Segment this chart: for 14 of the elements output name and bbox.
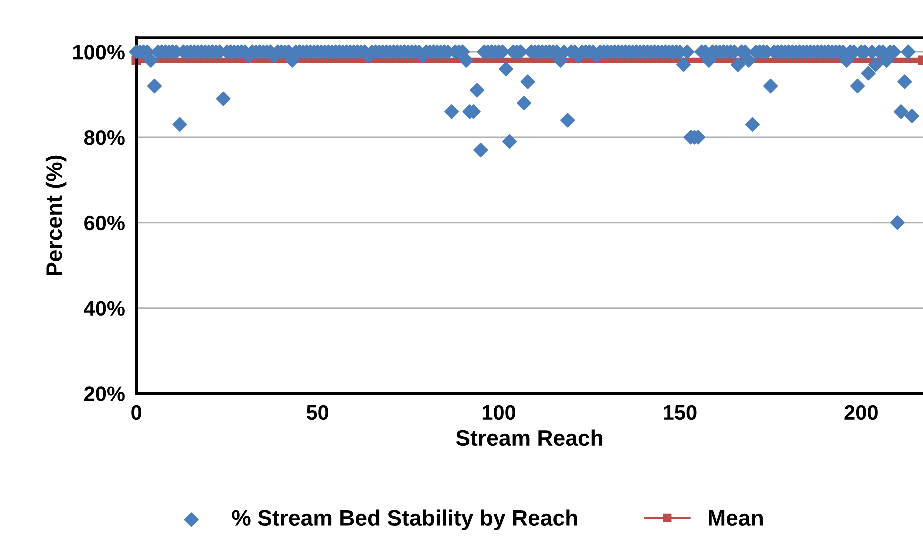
x-tick-label: 150 — [664, 405, 697, 420]
y-axis-title: Percent (%) — [46, 156, 67, 276]
legend-label: Mean — [709, 510, 763, 526]
legend-label: % Stream Bed Stability by Reach — [232, 510, 578, 530]
x-tick-label: 100 — [482, 405, 516, 420]
y-tick-label: 20% — [84, 386, 125, 402]
x-tick-label: 50 — [306, 405, 329, 420]
x-tick-label: 0 — [132, 405, 142, 420]
x-tick-label: 200 — [844, 405, 878, 420]
y-tick-label: 40% — [84, 301, 125, 316]
y-tick-label: 80% — [84, 130, 125, 146]
y-tick-label: 100% — [74, 45, 125, 60]
x-axis-title: Stream Reach — [456, 430, 603, 446]
y-tick-label: 60% — [84, 216, 125, 231]
